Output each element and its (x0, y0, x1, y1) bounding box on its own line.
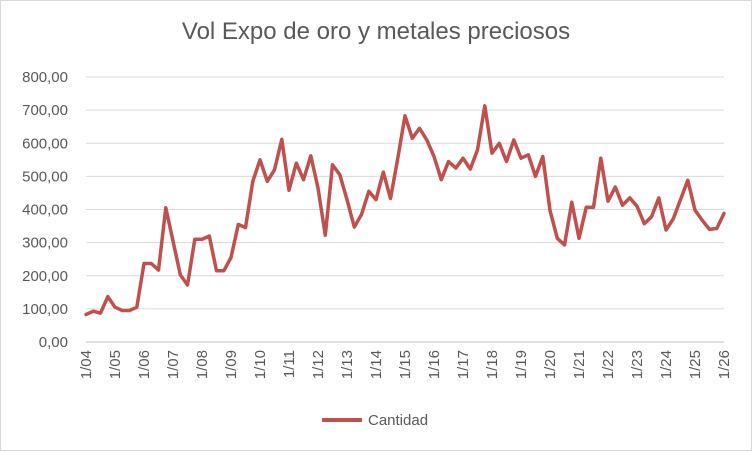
series-line-cantidad (84, 104, 726, 317)
x-tick-label: 1/08 (194, 350, 211, 379)
x-tick-label: 1/14 (368, 350, 385, 379)
y-tick-label: 500,00 (22, 168, 68, 185)
y-tick-label: 800,00 (22, 69, 68, 86)
legend: Cantidad (322, 410, 428, 430)
legend-label: Cantidad (368, 411, 429, 429)
legend-swatch (322, 418, 362, 422)
x-tick-label: 1/16 (426, 350, 443, 379)
x-tick-label: 1/04 (78, 350, 95, 379)
y-tick-label: 0,00 (39, 334, 68, 351)
x-tick-label: 1/10 (252, 350, 269, 379)
x-tick-label: 1/13 (339, 350, 356, 379)
x-tick-label: 1/23 (629, 350, 646, 379)
y-tick-label: 600,00 (22, 135, 68, 152)
y-tick-label: 100,00 (22, 301, 68, 318)
x-tick-label: 1/11 (281, 350, 298, 378)
x-tick-label: 1/09 (223, 350, 240, 379)
x-tick-label: 1/05 (107, 350, 124, 379)
x-tick-label: 1/26 (716, 350, 733, 379)
x-tick-label: 1/06 (136, 350, 153, 379)
y-tick-label: 200,00 (22, 268, 68, 285)
y-tick-label: 400,00 (22, 202, 68, 219)
x-tick-label: 1/07 (165, 350, 182, 379)
y-tick-label: 700,00 (22, 102, 68, 119)
y-tick-label: 300,00 (22, 235, 68, 252)
x-tick-label: 1/21 (571, 350, 588, 379)
x-tick-label: 1/19 (513, 350, 530, 379)
x-tick-label: 1/15 (397, 350, 414, 379)
x-tick-label: 1/22 (600, 350, 617, 379)
x-tick-label: 1/17 (455, 350, 472, 379)
x-tick-label: 1/12 (310, 350, 327, 379)
chart-title: Vol Expo de oro y metales preciosos (181, 18, 571, 45)
x-tick-label: 1/20 (542, 350, 559, 379)
x-tick-label: 1/25 (687, 350, 704, 379)
x-tick-label: 1/18 (484, 350, 501, 379)
x-tick-label: 1/24 (658, 350, 675, 379)
